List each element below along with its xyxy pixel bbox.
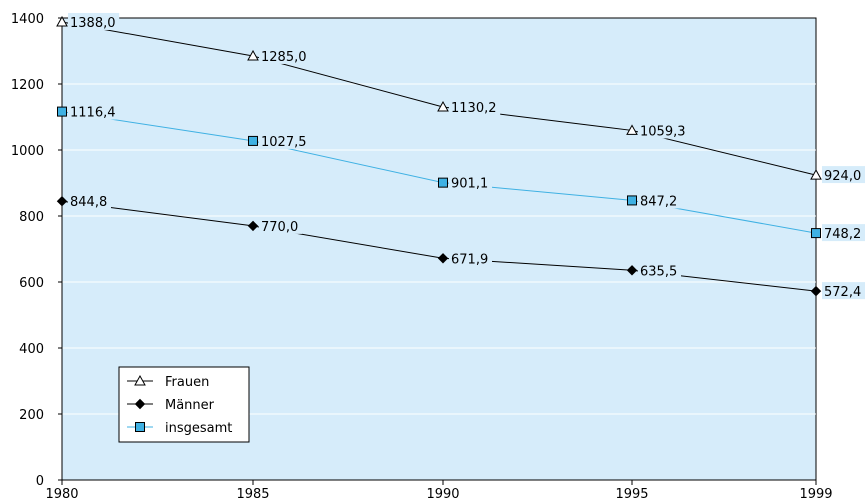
data-label-bg (68, 192, 111, 210)
legend-label: Männer (165, 398, 215, 413)
legend-marker (135, 422, 145, 432)
data-point (810, 169, 822, 180)
x-tick-label: 1990 (426, 487, 459, 502)
data-label-bg (68, 102, 120, 120)
y-tick-label: 1200 (11, 78, 44, 93)
y-tick-label: 400 (19, 342, 44, 357)
x-tick-label: 1980 (45, 487, 78, 502)
data-point (437, 253, 449, 264)
y-tick-label: 1400 (11, 12, 44, 27)
data-point (247, 220, 259, 232)
data-label-bg (822, 166, 865, 184)
legend-marker (134, 398, 146, 410)
data-label-bg (449, 98, 501, 116)
x-tick-label: 1985 (236, 487, 269, 502)
data-label-bg (638, 191, 681, 209)
data-point (438, 177, 448, 188)
data-label-bg (259, 216, 302, 234)
data-label-bg (638, 121, 690, 139)
data-label: 847,2 (640, 194, 677, 209)
data-label: 748,2 (824, 227, 861, 242)
data-label-bg (449, 249, 492, 267)
data-label-bg (449, 173, 492, 191)
data-label: 1388,0 (70, 16, 116, 31)
data-point (811, 228, 821, 239)
data-label: 770,0 (261, 220, 298, 235)
y-tick-label: 1000 (11, 144, 44, 159)
data-label: 671,9 (451, 252, 488, 267)
legend-label: Frauen (165, 375, 209, 390)
data-label: 1059,3 (640, 124, 686, 139)
data-label: 924,0 (824, 169, 861, 184)
data-point (627, 195, 637, 206)
data-label: 572,4 (824, 285, 861, 300)
y-tick-label: 800 (19, 210, 44, 225)
data-label: 901,1 (451, 177, 488, 192)
data-label: 1130,2 (451, 101, 497, 116)
y-tick-label: 200 (19, 408, 44, 423)
data-label-bg (259, 46, 311, 64)
data-point (626, 124, 638, 135)
x-tick-label: 1999 (799, 487, 832, 502)
legend-marker (134, 374, 146, 386)
data-point (57, 106, 67, 117)
data-label: 844,8 (70, 195, 107, 210)
data-point (56, 15, 68, 27)
data-label-bg (822, 282, 865, 300)
data-label: 635,5 (640, 264, 677, 279)
data-label: 1285,0 (261, 50, 307, 65)
data-point (626, 265, 638, 276)
data-label: 1116,4 (70, 106, 116, 121)
data-point (247, 49, 259, 61)
legend-label: insgesamt (165, 421, 232, 436)
data-label-bg (822, 224, 865, 242)
data-label-bg (638, 261, 681, 279)
x-tick-label: 1995 (615, 487, 648, 502)
data-label-bg (68, 12, 120, 30)
y-tick-label: 600 (19, 276, 44, 291)
y-tick-label: 0 (36, 474, 44, 489)
data-point (56, 196, 68, 207)
data-point (810, 285, 822, 297)
data-point (248, 135, 258, 146)
data-point (437, 101, 449, 112)
data-label: 1027,5 (261, 135, 307, 150)
data-label-bg (259, 131, 311, 149)
